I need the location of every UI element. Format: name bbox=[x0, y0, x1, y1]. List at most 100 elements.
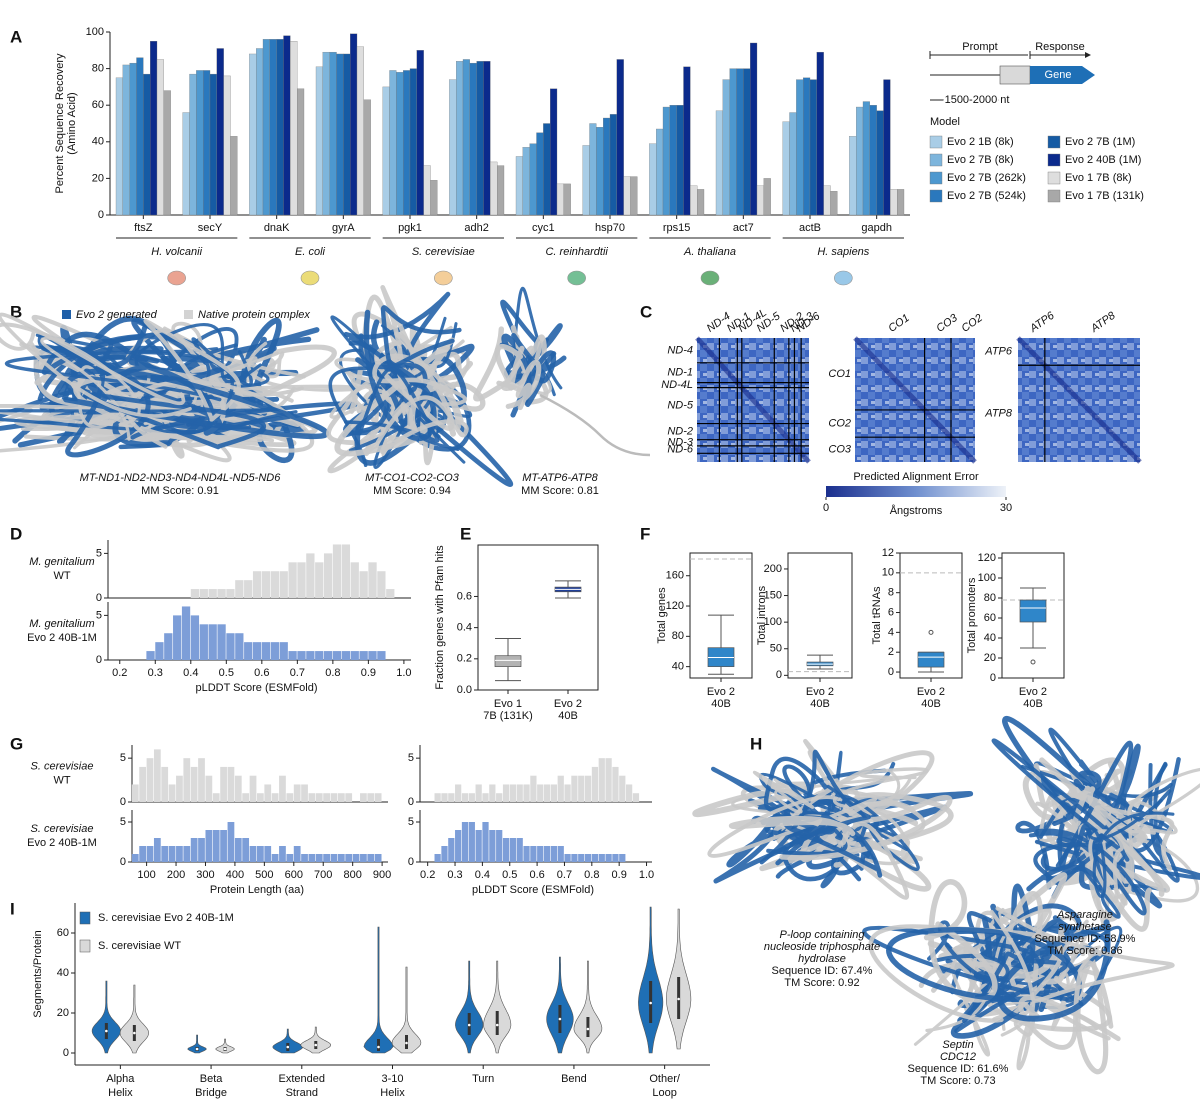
legend-label: Evo 2 7B (8k) bbox=[947, 154, 1014, 166]
x-tick-label: hsp70 bbox=[595, 222, 625, 234]
histogram-bar bbox=[315, 562, 324, 598]
y-tick-label: 8 bbox=[888, 587, 894, 599]
legend-swatch bbox=[929, 135, 943, 149]
bar bbox=[115, 77, 123, 216]
histogram-bar bbox=[352, 854, 360, 862]
histogram-bar bbox=[502, 838, 510, 862]
histogram-bar bbox=[161, 766, 169, 802]
histogram-bar bbox=[330, 793, 338, 802]
histogram-bar bbox=[341, 651, 351, 660]
y-tick-label: 0 bbox=[990, 672, 996, 684]
bar bbox=[389, 70, 397, 216]
colorbar bbox=[826, 486, 1006, 497]
structure-ribbon bbox=[348, 333, 428, 389]
histogram-bar bbox=[323, 553, 333, 598]
colorbar-tick-label: 0 bbox=[823, 502, 829, 514]
bar bbox=[456, 61, 464, 216]
histogram-bar bbox=[564, 854, 571, 862]
histogram-bar bbox=[360, 793, 367, 802]
histogram-bar bbox=[227, 822, 235, 862]
histogram-bar bbox=[323, 651, 333, 660]
y-tick-label: 60 bbox=[984, 612, 996, 624]
violin bbox=[187, 1034, 207, 1054]
x-tick-label: ftsZ bbox=[134, 222, 153, 234]
histogram-bar bbox=[176, 775, 183, 802]
y-axis-label: Total promoters bbox=[966, 577, 978, 653]
bar bbox=[676, 105, 684, 216]
x-tick-label: cyc1 bbox=[532, 222, 555, 234]
histogram-bar bbox=[496, 793, 503, 802]
bar bbox=[743, 68, 751, 216]
x-tick-label: Other/Loop bbox=[649, 1073, 681, 1099]
pae-left-label: ND-5 bbox=[667, 399, 694, 411]
bar bbox=[382, 86, 390, 216]
histogram-bar bbox=[441, 846, 448, 862]
y-tick-label: 80 bbox=[672, 630, 684, 642]
histogram-bar bbox=[261, 642, 271, 660]
histogram-bar bbox=[234, 838, 242, 862]
colorbar-title: Predicted Alignment Error bbox=[853, 471, 979, 483]
structure-ribbon bbox=[997, 919, 1111, 1022]
histogram-bar bbox=[455, 830, 462, 862]
y-tick-label: 5 bbox=[120, 752, 126, 764]
panel-label: F bbox=[640, 524, 650, 543]
legend-label: Evo 2 40B (1M) bbox=[1065, 154, 1141, 166]
histogram-bar bbox=[468, 793, 475, 802]
legend-swatch bbox=[79, 911, 91, 925]
histogram-bar bbox=[279, 642, 288, 660]
structure-name: Asparagine synthetase bbox=[1056, 909, 1113, 933]
histogram-bar bbox=[509, 838, 516, 862]
y-tick-label: 80 bbox=[984, 592, 996, 604]
histogram-bar bbox=[190, 589, 200, 598]
bar bbox=[343, 53, 351, 216]
bar bbox=[876, 110, 884, 216]
violin bbox=[573, 960, 603, 1054]
histogram-bar bbox=[626, 784, 633, 802]
histogram-bar bbox=[235, 580, 244, 598]
y-tick-label: 10 bbox=[882, 567, 894, 579]
violin-median bbox=[377, 1045, 380, 1049]
histogram-bar bbox=[475, 830, 482, 862]
legend-swatch bbox=[1047, 171, 1061, 185]
y-tick-label: 120 bbox=[666, 600, 684, 612]
histogram-bar bbox=[605, 758, 612, 802]
histogram-bar bbox=[448, 838, 455, 862]
y-tick-label: 40 bbox=[92, 136, 104, 148]
x-tick-label: 800 bbox=[343, 869, 361, 881]
legend-label: Native protein complex bbox=[198, 309, 310, 321]
histogram-bar bbox=[205, 775, 213, 802]
histogram-bar bbox=[360, 854, 367, 862]
histogram-bar bbox=[605, 854, 612, 862]
histogram-bar bbox=[350, 651, 359, 660]
histogram-bar bbox=[315, 793, 323, 802]
structure-sequence-id: Sequence ID: 58.9% bbox=[1035, 933, 1136, 945]
bar bbox=[476, 61, 484, 216]
violin-median bbox=[195, 1047, 199, 1051]
y-tick-label: 0 bbox=[408, 856, 414, 868]
histogram-bar bbox=[190, 615, 200, 660]
histogram-bar bbox=[257, 846, 264, 862]
histogram-bar bbox=[461, 822, 469, 862]
bar bbox=[156, 59, 164, 216]
violin-median bbox=[133, 1031, 136, 1035]
legend-swatch bbox=[79, 939, 91, 953]
bar bbox=[315, 66, 323, 216]
y-tick-label: 0 bbox=[888, 666, 894, 678]
violin-median bbox=[586, 1027, 590, 1031]
histogram-bar bbox=[168, 846, 176, 862]
histogram-bar bbox=[220, 830, 227, 862]
row-label: M. genitalium WT bbox=[29, 556, 94, 582]
structure-ribbon bbox=[494, 344, 525, 391]
histogram-bar bbox=[612, 854, 619, 862]
legend-swatch bbox=[1047, 135, 1061, 149]
legend-swatch bbox=[62, 310, 71, 319]
bar bbox=[830, 191, 838, 216]
x-tick-label: Evo 2 40B bbox=[917, 686, 945, 710]
y-axis-label: Percent Sequence Recovery(Amino Acid) bbox=[54, 53, 78, 194]
row-label: S. cerevisiae WT bbox=[31, 760, 94, 786]
bar bbox=[690, 185, 698, 216]
histogram-bar bbox=[286, 854, 294, 862]
bar bbox=[782, 121, 790, 216]
histogram-bar bbox=[345, 854, 353, 862]
